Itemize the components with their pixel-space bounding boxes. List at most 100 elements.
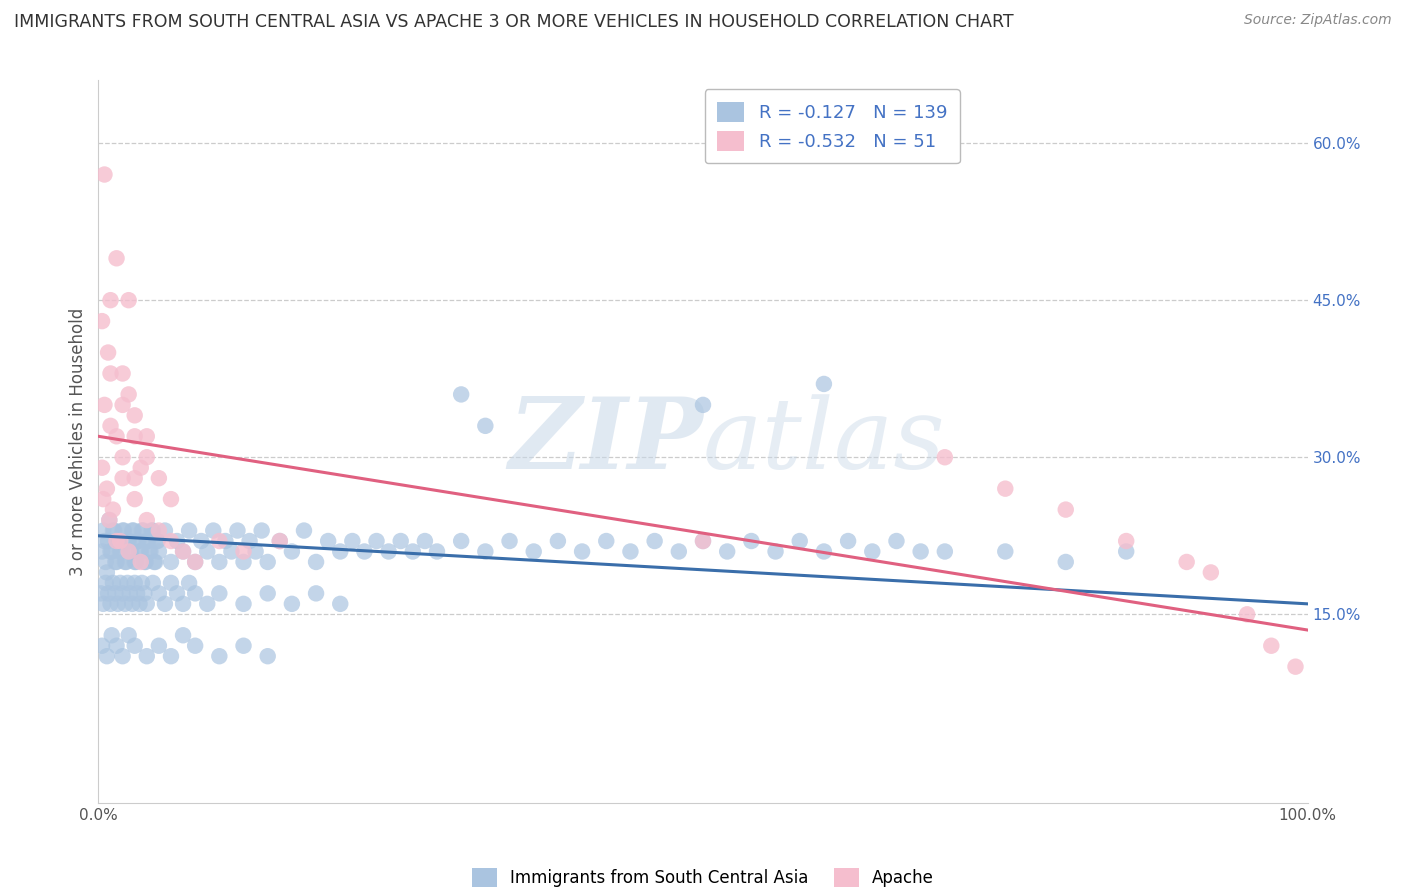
Point — [450, 534, 472, 549]
Point — [110, 544, 132, 558]
Point — [202, 524, 225, 538]
Point — [195, 597, 218, 611]
Point — [127, 534, 149, 549]
Point — [131, 524, 153, 538]
Point — [145, 534, 167, 549]
Point — [117, 575, 139, 590]
Point — [135, 649, 157, 664]
Point — [93, 398, 115, 412]
Point — [91, 597, 114, 611]
Point — [184, 586, 207, 600]
Point — [124, 639, 146, 653]
Point — [281, 544, 304, 558]
Point — [100, 418, 122, 433]
Point — [129, 544, 152, 558]
Point — [143, 555, 166, 569]
Point — [127, 534, 149, 549]
Point — [232, 555, 254, 569]
Point — [121, 597, 143, 611]
Point — [131, 575, 153, 590]
Point — [111, 398, 134, 412]
Point — [668, 544, 690, 558]
Point — [523, 544, 546, 558]
Point — [716, 544, 738, 558]
Point — [115, 555, 138, 569]
Point — [692, 534, 714, 549]
Point — [121, 524, 143, 538]
Point — [96, 649, 118, 664]
Point — [595, 534, 617, 549]
Point — [91, 639, 114, 653]
Point — [426, 544, 449, 558]
Point — [366, 534, 388, 549]
Point — [111, 471, 134, 485]
Point — [1236, 607, 1258, 622]
Point — [644, 534, 666, 549]
Point — [305, 555, 328, 569]
Point — [184, 639, 207, 653]
Point — [98, 513, 121, 527]
Point — [132, 524, 155, 538]
Point — [256, 555, 278, 569]
Point — [118, 293, 141, 308]
Point — [184, 555, 207, 569]
Point — [994, 482, 1017, 496]
Point — [498, 534, 520, 549]
Point — [1054, 555, 1077, 569]
Point — [135, 534, 157, 549]
Point — [97, 586, 120, 600]
Point — [91, 492, 114, 507]
Point — [105, 639, 128, 653]
Point — [114, 555, 136, 569]
Point — [111, 524, 134, 538]
Point — [108, 534, 131, 549]
Point — [134, 555, 156, 569]
Point — [129, 460, 152, 475]
Point — [148, 471, 170, 485]
Point — [256, 649, 278, 664]
Point — [104, 555, 127, 569]
Point — [1199, 566, 1222, 580]
Point — [93, 534, 115, 549]
Point — [571, 544, 593, 558]
Point — [994, 544, 1017, 558]
Point — [245, 544, 267, 558]
Point — [148, 524, 170, 538]
Point — [214, 534, 236, 549]
Point — [692, 398, 714, 412]
Point — [148, 544, 170, 558]
Point — [111, 450, 134, 465]
Point — [1115, 544, 1137, 558]
Point — [105, 252, 128, 266]
Point — [208, 555, 231, 569]
Point — [128, 544, 150, 558]
Point — [910, 544, 932, 558]
Point — [108, 534, 131, 549]
Point — [342, 534, 364, 549]
Point — [934, 450, 956, 465]
Point — [112, 524, 135, 538]
Point — [813, 544, 835, 558]
Point — [269, 534, 291, 549]
Point — [269, 534, 291, 549]
Point — [107, 597, 129, 611]
Point — [934, 544, 956, 558]
Text: ZIP: ZIP — [508, 393, 703, 490]
Point — [1054, 502, 1077, 516]
Point — [1175, 555, 1198, 569]
Point — [316, 534, 339, 549]
Point — [138, 544, 160, 558]
Point — [172, 597, 194, 611]
Point — [107, 534, 129, 549]
Point — [837, 534, 859, 549]
Point — [450, 387, 472, 401]
Point — [118, 586, 141, 600]
Point — [100, 544, 122, 558]
Point — [100, 367, 122, 381]
Point — [250, 524, 273, 538]
Point — [139, 544, 162, 558]
Point — [111, 649, 134, 664]
Point — [93, 168, 115, 182]
Point — [160, 575, 183, 590]
Point — [208, 534, 231, 549]
